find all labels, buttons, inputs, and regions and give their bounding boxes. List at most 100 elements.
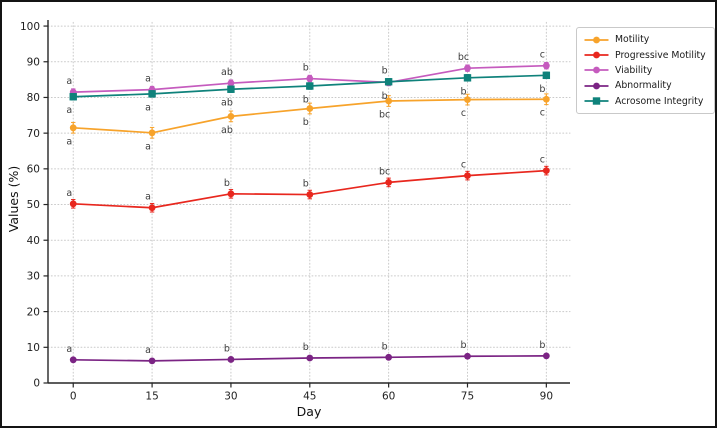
- point-label: b: [460, 340, 466, 351]
- series-acrosome-integrity: a a ab b b b b: [66, 66, 551, 116]
- marker-circle: [69, 356, 77, 364]
- marker-circle: [306, 105, 314, 112]
- marker-circle: [464, 96, 471, 103]
- x-tick-label: 45: [303, 391, 316, 403]
- x-axis-label: Day: [296, 404, 322, 419]
- y-tick-label: 100: [20, 21, 40, 33]
- x-tick-label: 75: [461, 391, 474, 403]
- point-label: b: [382, 66, 388, 77]
- marker-square: [463, 74, 472, 82]
- marker-circle: [464, 172, 471, 180]
- marker-circle: [148, 357, 156, 365]
- marker-circle: [227, 79, 235, 87]
- x-tick-label: 0: [70, 391, 77, 403]
- marker-circle: [227, 356, 235, 363]
- point-label: c: [461, 160, 466, 171]
- axes: 0 10 20 30 40 50 60 70 80 90 100 0 15 30 45 60 75 90: [20, 20, 570, 403]
- series-progressive-motility: a a b b bc c c: [66, 155, 550, 213]
- marker-square: [306, 82, 314, 90]
- series-viability: a a ab b b bc c: [66, 50, 550, 102]
- y-tick-label: 60: [27, 164, 40, 176]
- legend-item-label: Motility: [615, 34, 650, 46]
- y-tick-label: 80: [27, 92, 40, 104]
- point-label: b: [224, 343, 230, 354]
- y-tick-label: 90: [27, 56, 40, 68]
- point-label: bc: [379, 166, 390, 177]
- legend-swatch-icon: [584, 51, 609, 59]
- point-label: a: [66, 76, 72, 87]
- point-label: ab: [221, 98, 233, 109]
- legend-swatch-icon: [584, 67, 609, 74]
- point-label: a: [145, 141, 151, 152]
- point-label: a: [66, 344, 72, 355]
- marker-circle: [542, 62, 550, 70]
- y-tick-label: 30: [27, 271, 40, 283]
- marker-circle: [542, 352, 550, 360]
- marker-circle: [227, 112, 235, 120]
- marker-circle: [227, 190, 235, 198]
- legend-swatch-icon: [584, 97, 609, 105]
- marker-square: [148, 90, 156, 98]
- legend-item-label: Acrosome Integrity: [615, 95, 704, 107]
- marker-circle: [69, 124, 77, 132]
- point-label: a: [145, 192, 151, 203]
- point-label: b: [303, 342, 309, 353]
- legend-item: Acrosome Integrity: [583, 94, 706, 108]
- marker-circle: [464, 64, 471, 72]
- legend-item: Viability: [583, 64, 706, 78]
- point-label: b: [539, 340, 545, 351]
- y-tick-label: 10: [27, 342, 40, 354]
- x-tick-label: 60: [382, 391, 395, 403]
- point-label: b: [382, 341, 388, 352]
- marker-square: [69, 93, 77, 101]
- point-label: c: [540, 108, 545, 119]
- point-label: b: [303, 179, 309, 190]
- point-label: a: [66, 136, 72, 147]
- point-label: b: [460, 86, 466, 97]
- legend-item: Motility: [583, 33, 706, 47]
- point-label: ab: [221, 125, 233, 136]
- marker-circle: [306, 75, 314, 82]
- point-label: c: [540, 155, 545, 166]
- marker-circle: [385, 97, 393, 105]
- marker-square: [542, 71, 551, 80]
- x-tick-label: 30: [224, 391, 237, 403]
- point-label: a: [66, 188, 72, 199]
- legend-item: Progressive Motility: [583, 48, 706, 62]
- y-tick-label: 40: [27, 235, 40, 247]
- grid: [47, 19, 571, 384]
- marker-circle: [385, 179, 393, 186]
- marker-square: [227, 85, 235, 93]
- marker-circle: [148, 129, 156, 137]
- legend-item-label: Progressive Motility: [615, 49, 706, 61]
- marker-square: [384, 78, 393, 86]
- y-axis-label: Values (%): [6, 165, 21, 233]
- legend-swatch-icon: [584, 36, 609, 44]
- legend: Motility Progressive Motility Viability Abn…: [576, 27, 715, 114]
- point-label: bc: [458, 52, 469, 63]
- point-label: bc: [379, 110, 390, 121]
- marker-circle: [148, 204, 156, 212]
- marker-circle: [306, 354, 314, 362]
- point-label: c: [540, 50, 545, 61]
- marker-circle: [464, 352, 471, 360]
- y-tick-label: 20: [27, 306, 40, 318]
- point-label: a: [145, 345, 151, 356]
- legend-item-label: Abnormality: [615, 80, 672, 92]
- point-label: b: [303, 117, 309, 128]
- point-label: c: [461, 108, 466, 119]
- marker-circle: [306, 191, 314, 198]
- point-label: b: [303, 95, 309, 106]
- legend-swatch-icon: [584, 82, 609, 90]
- point-label: b: [539, 84, 545, 95]
- legend-item-label: Viability: [615, 64, 653, 76]
- point-label: ab: [221, 67, 233, 78]
- y-tick-label: 0: [33, 378, 40, 390]
- point-label: a: [66, 105, 72, 116]
- x-tick-label: 90: [540, 391, 553, 403]
- marker-circle: [385, 353, 393, 361]
